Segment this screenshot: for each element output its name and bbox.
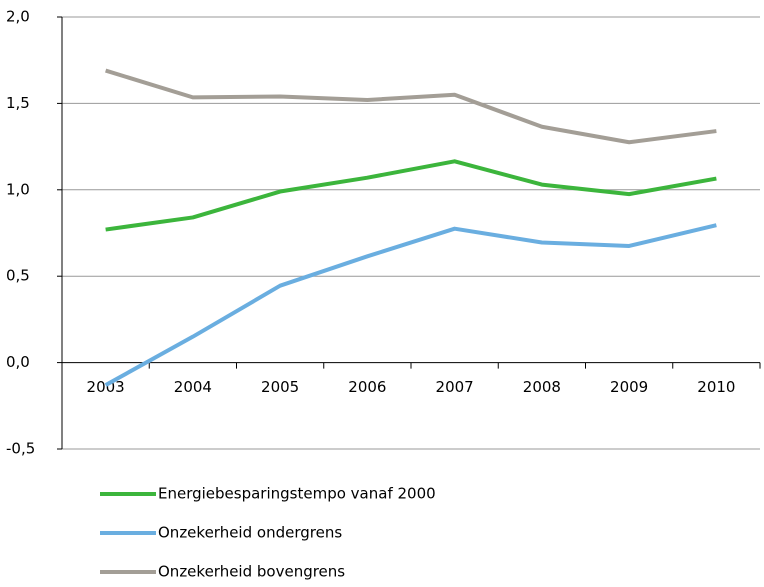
- y-tick-label: 0,5: [6, 267, 30, 285]
- legend-label: Onzekerheid ondergrens: [158, 524, 342, 542]
- x-tick-label: 2007: [436, 378, 474, 396]
- y-tick-label: 1,5: [6, 94, 30, 112]
- x-tick-label: 2009: [610, 378, 648, 396]
- y-tick-label: 2,0: [6, 8, 30, 26]
- x-tick-label: 2005: [261, 378, 299, 396]
- series-line: [105, 159, 717, 232]
- x-tick-label: 2006: [348, 378, 386, 396]
- x-tick-label: 2004: [174, 378, 212, 396]
- series-line: [105, 68, 717, 145]
- y-tick-label: 1,0: [6, 180, 30, 198]
- series-line: [104, 223, 717, 387]
- x-tick-label: 2010: [697, 378, 735, 396]
- x-tick-label: 2003: [87, 378, 125, 396]
- legend-label: Energiebesparingstempo vanaf 2000: [158, 485, 436, 503]
- y-tick-label: -0,5: [6, 440, 35, 458]
- x-tick-label: 2008: [523, 378, 561, 396]
- legend-label: Onzekerheid bovengrens: [158, 563, 345, 581]
- y-tick-label: 0,0: [6, 353, 30, 371]
